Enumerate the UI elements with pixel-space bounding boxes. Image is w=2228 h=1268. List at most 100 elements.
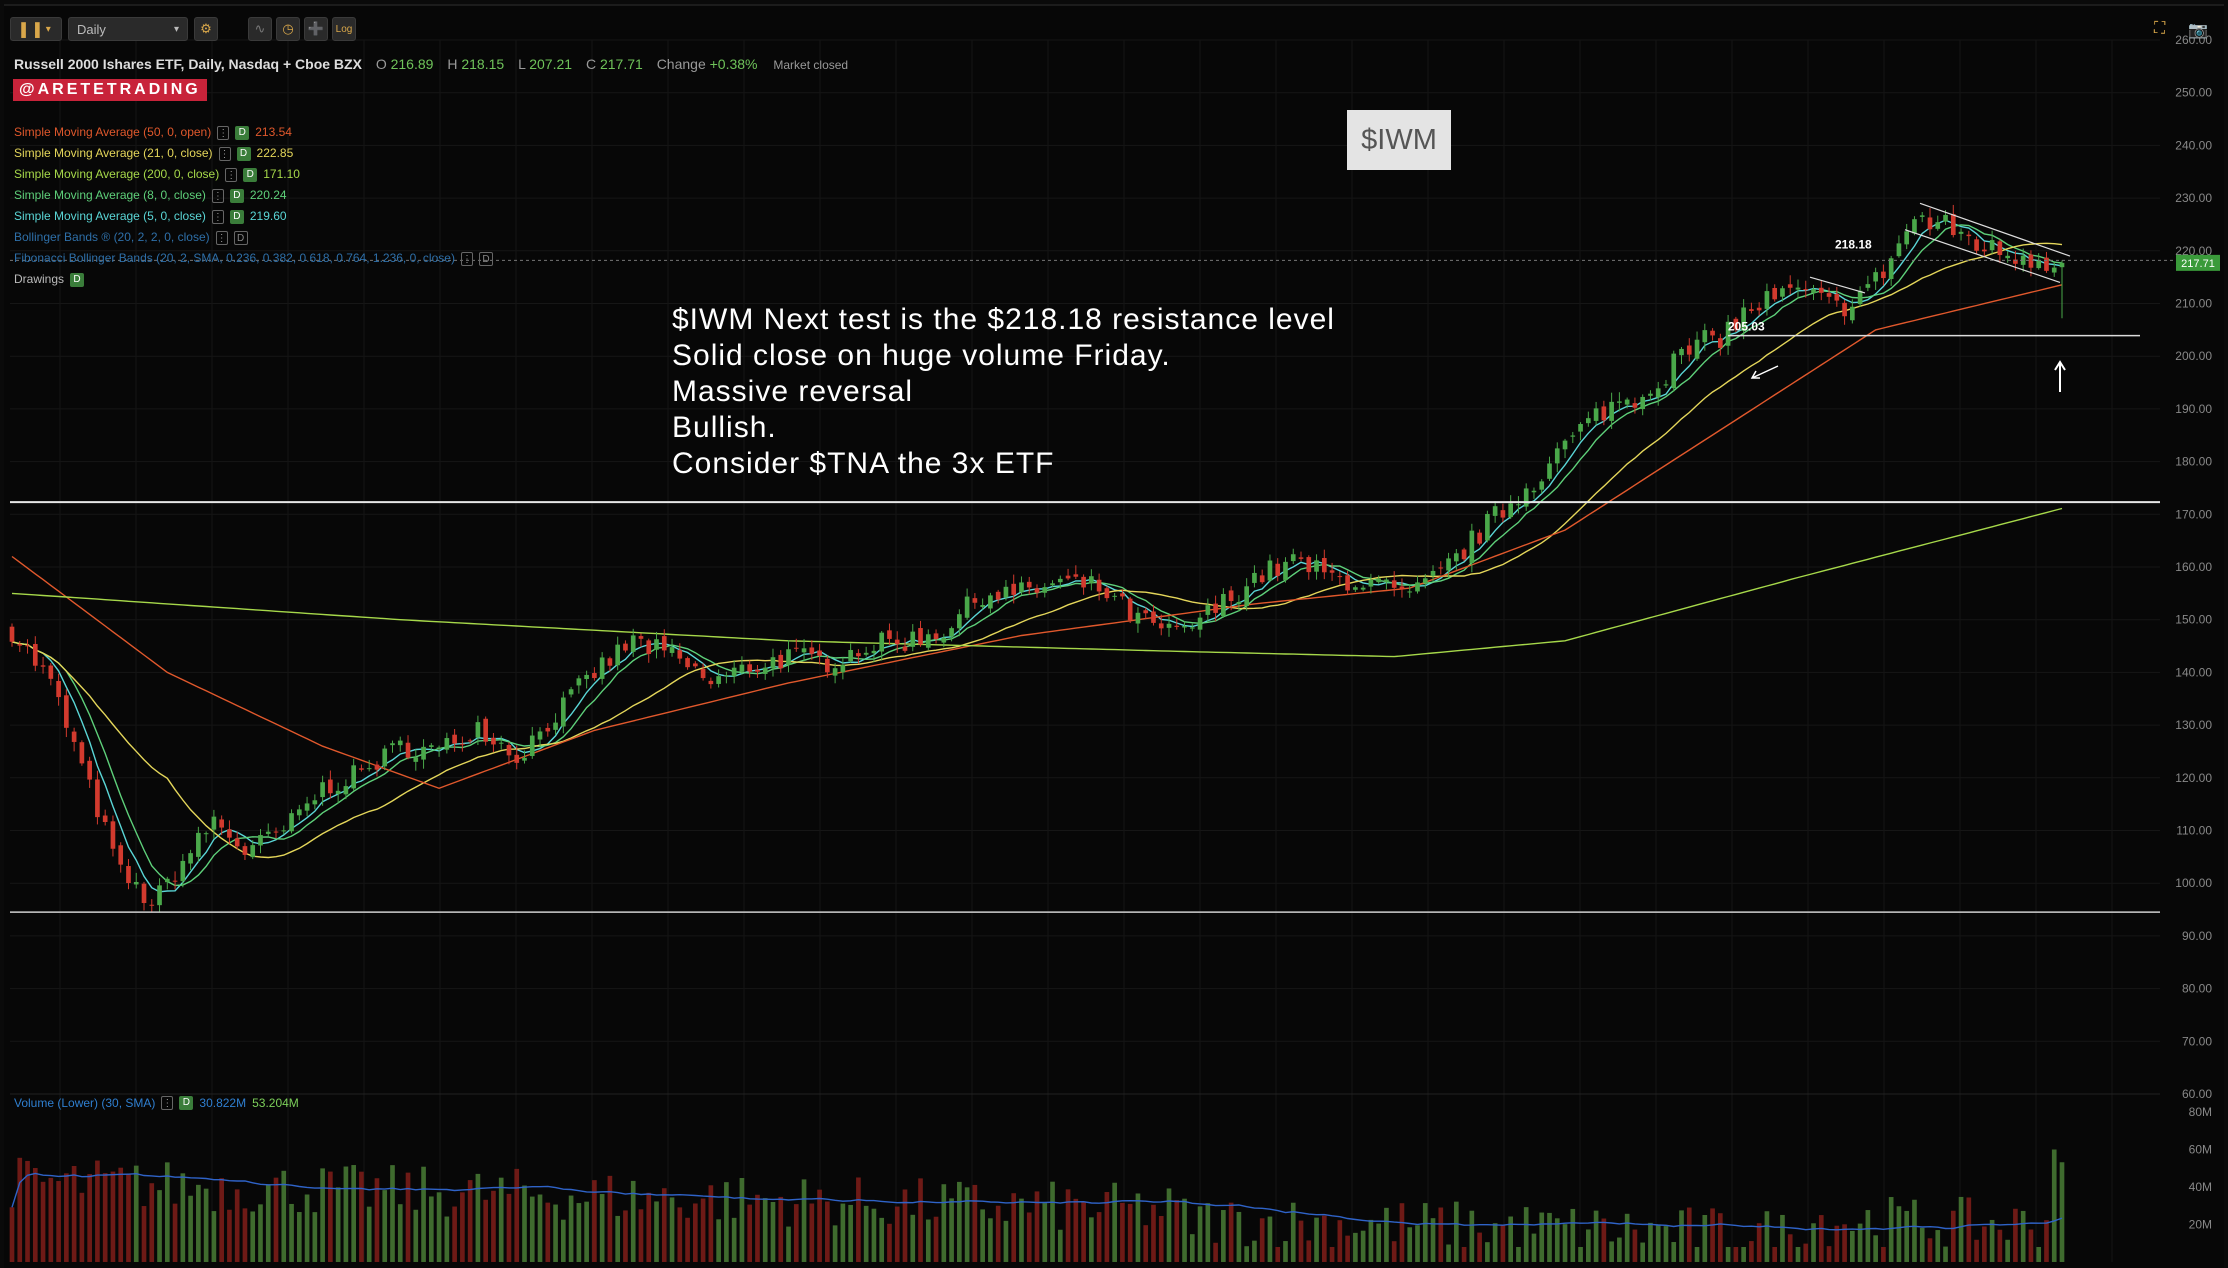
volume-bar <box>1415 1225 1420 1262</box>
study-menu-icon[interactable]: ⋮ <box>215 230 228 245</box>
volume-bar <box>1888 1197 1894 1262</box>
clock-icon: ◷ <box>282 21 294 36</box>
volume-bar <box>1003 1220 1009 1262</box>
candle-body <box>452 734 457 744</box>
candle-body <box>79 742 85 764</box>
volume-bar <box>374 1178 380 1262</box>
volume-bar <box>133 1165 139 1262</box>
study-toggle[interactable]: D <box>478 251 493 266</box>
studies-button[interactable]: ∿ <box>248 17 272 41</box>
volume-bar <box>1803 1243 1809 1262</box>
volume-bar <box>1896 1206 1902 1262</box>
volume-bar <box>933 1216 939 1262</box>
volume-bar <box>592 1180 597 1262</box>
candle-body <box>537 731 543 740</box>
candle-body <box>1244 586 1249 607</box>
price-tick-label: 180.00 <box>2175 455 2212 469</box>
volume-bar <box>1857 1223 1863 1262</box>
study-menu-icon[interactable]: ⋮ <box>161 1096 174 1110</box>
volume-bar <box>1026 1212 1032 1262</box>
study-row[interactable]: Simple Moving Average (21, 0, close) ⋮ D 22… <box>14 143 493 164</box>
study-menu-icon[interactable]: ⋮ <box>211 209 224 224</box>
candle-body <box>933 633 939 640</box>
candle-body <box>1585 418 1591 424</box>
volume-bar <box>1943 1246 1948 1262</box>
volume-bar <box>918 1178 923 1262</box>
candle-body <box>770 657 776 669</box>
candle-body <box>234 838 240 847</box>
volume-bar <box>1741 1247 1746 1262</box>
candle-body <box>980 605 985 607</box>
candle-body <box>281 830 287 832</box>
candle-body <box>638 636 644 639</box>
study-toggle[interactable]: D <box>179 1096 194 1110</box>
volume-bar <box>972 1184 978 1262</box>
chart-frame <box>4 4 2224 1268</box>
candle-body <box>1997 241 2003 256</box>
study-menu-icon[interactable]: ⋮ <box>225 167 238 182</box>
candle-body <box>32 643 38 666</box>
chart-style-button[interactable]: ▌▐ ▾ <box>10 17 62 41</box>
log-scale-button[interactable]: Log <box>332 17 356 41</box>
study-toggle[interactable]: D <box>70 272 85 287</box>
candle-body <box>1415 582 1420 592</box>
candle-body <box>1453 553 1459 562</box>
volume-bar <box>467 1180 473 1262</box>
study-menu-icon[interactable]: ⋮ <box>211 188 224 203</box>
candle-body <box>304 803 310 811</box>
study-row[interactable]: Bollinger Bands ® (20, 2, 2, 0, close) ⋮ D <box>14 227 493 248</box>
candle-body <box>988 595 993 609</box>
candle-body <box>1438 567 1444 569</box>
price-tick-label: 70.00 <box>2182 1034 2212 1048</box>
volume-bar <box>296 1212 302 1262</box>
volume-bar <box>1935 1230 1941 1262</box>
settings-gear-button[interactable]: ⚙ <box>194 17 218 41</box>
time-button[interactable]: ◷ <box>276 17 300 41</box>
study-menu-icon[interactable]: ⋮ <box>218 146 231 161</box>
candle-body <box>64 695 69 728</box>
timeframe-select[interactable]: Daily ▾ <box>68 17 188 41</box>
volume-bar <box>1989 1219 1995 1262</box>
volume-bar <box>2036 1247 2042 1262</box>
candle-body <box>1609 401 1614 421</box>
candle-body <box>1780 288 1785 297</box>
study-toggle[interactable]: D <box>243 167 258 182</box>
study-row[interactable]: Simple Moving Average (8, 0, close) ⋮ D 220… <box>14 185 493 206</box>
study-row[interactable]: Simple Moving Average (50, 0, open) ⋮ D 213… <box>14 122 493 143</box>
study-toggle[interactable]: D <box>233 230 248 245</box>
camera-icon[interactable]: 📷 <box>2188 22 2208 39</box>
volume-bar <box>879 1217 885 1262</box>
study-row[interactable]: Drawings D <box>14 269 493 290</box>
volume-bar <box>793 1204 799 1262</box>
candle-body <box>1104 588 1110 599</box>
volume-bar <box>265 1184 271 1262</box>
candle-body <box>421 746 426 760</box>
volume-bar <box>211 1211 217 1262</box>
study-toggle[interactable]: D <box>236 146 251 161</box>
volume-bar <box>1120 1202 1125 1262</box>
study-toggle[interactable]: D <box>229 209 244 224</box>
study-row[interactable]: Simple Moving Average (200, 0, close) ⋮ D 1… <box>14 164 493 185</box>
volume-bar <box>1523 1207 1529 1262</box>
candle-body <box>1679 348 1684 356</box>
drawing-tools-button[interactable]: ➕ <box>304 17 328 41</box>
study-row[interactable]: Fibonacci Bollinger Bands (20, 2, SMA, 0… <box>14 248 493 269</box>
price-tick-label: 200.00 <box>2175 349 2212 363</box>
volume-bar <box>79 1192 85 1262</box>
study-menu-icon[interactable]: ⋮ <box>217 125 230 140</box>
fullscreen-icon[interactable]: ⛶ <box>2154 20 2166 37</box>
study-menu-icon[interactable]: ⋮ <box>460 251 473 266</box>
volume-bar <box>1252 1240 1257 1262</box>
volume-bar <box>1275 1247 1281 1262</box>
volume-bar <box>2051 1149 2057 1262</box>
volume-bar <box>1694 1247 1700 1262</box>
study-toggle[interactable]: D <box>235 125 250 140</box>
study-toggle[interactable]: D <box>229 188 244 203</box>
candle-body <box>700 668 706 679</box>
study-label: Simple Moving Average (8, 0, close) <box>14 188 206 202</box>
volume-bar <box>964 1187 970 1262</box>
study-row[interactable]: Simple Moving Average (5, 0, close) ⋮ D 219… <box>14 206 493 227</box>
candle-body <box>840 664 846 673</box>
volume-bar <box>553 1204 558 1262</box>
